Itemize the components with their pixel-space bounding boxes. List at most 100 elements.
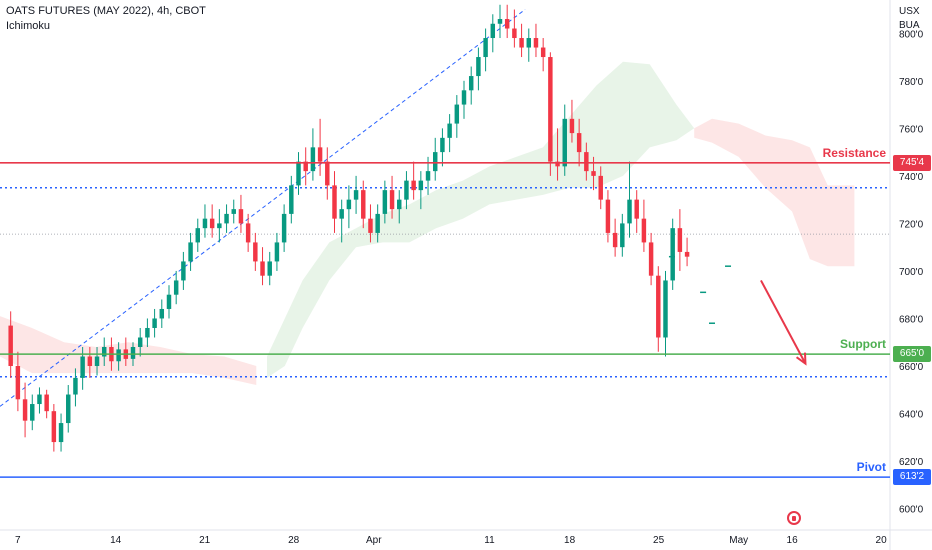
candle-body bbox=[591, 171, 596, 176]
candle-body bbox=[677, 228, 683, 252]
indicator-label[interactable]: Ichimoku bbox=[6, 20, 51, 32]
support-label: Support bbox=[840, 337, 886, 352]
candle bbox=[137, 327, 143, 357]
candle bbox=[627, 161, 632, 238]
candle bbox=[238, 194, 244, 233]
candle bbox=[562, 104, 567, 176]
candle bbox=[281, 204, 287, 252]
candle-body bbox=[224, 213, 229, 224]
candle bbox=[30, 394, 35, 431]
candle bbox=[332, 171, 337, 233]
candle bbox=[267, 251, 272, 286]
candle bbox=[22, 382, 28, 438]
y-tick-label: 700'0 bbox=[899, 267, 924, 278]
resistance-label: Resistance bbox=[822, 145, 886, 160]
x-tick-label: 18 bbox=[564, 535, 576, 546]
candle bbox=[217, 209, 222, 243]
candle bbox=[656, 266, 661, 352]
candle-body bbox=[432, 152, 438, 172]
candle bbox=[8, 311, 13, 378]
forecast-arrow bbox=[760, 279, 807, 365]
candle bbox=[173, 270, 179, 305]
candle-body bbox=[30, 404, 35, 421]
x-tick-label: 16 bbox=[787, 535, 799, 546]
candle bbox=[224, 204, 229, 233]
candle-body bbox=[22, 399, 28, 421]
candle-body bbox=[317, 147, 323, 162]
candle bbox=[670, 218, 675, 290]
candle bbox=[389, 175, 395, 219]
candle bbox=[73, 368, 78, 407]
candle-body bbox=[526, 38, 532, 48]
candle-body bbox=[267, 261, 272, 276]
candle bbox=[397, 190, 402, 224]
candle-body bbox=[519, 38, 524, 48]
candle bbox=[576, 118, 582, 167]
candle bbox=[404, 171, 409, 210]
support-price-tag: 665'0 bbox=[893, 346, 931, 363]
candle bbox=[605, 190, 611, 243]
candle-body bbox=[476, 57, 481, 77]
candle-body bbox=[612, 232, 618, 248]
candle bbox=[411, 161, 416, 200]
candle-body bbox=[397, 199, 402, 210]
candle-body bbox=[569, 118, 575, 134]
candle bbox=[58, 413, 64, 452]
candle-body bbox=[73, 377, 78, 395]
candle-body bbox=[260, 261, 265, 276]
candle-body bbox=[468, 76, 474, 91]
unit-label: BUA bbox=[899, 20, 920, 31]
chart-title: OATS FUTURES (MAY 2022), 4h, CBOT bbox=[6, 5, 206, 17]
candle bbox=[166, 285, 172, 319]
candle-body bbox=[231, 209, 236, 214]
y-tick-label: 800'0 bbox=[899, 29, 924, 40]
candle bbox=[274, 232, 280, 271]
candle bbox=[15, 351, 21, 412]
candle-body bbox=[461, 90, 467, 105]
candle-body bbox=[303, 161, 308, 172]
x-tick-label: 7 bbox=[15, 535, 21, 546]
candle bbox=[116, 342, 121, 371]
candle bbox=[188, 232, 193, 271]
candle bbox=[432, 137, 438, 181]
candle-body bbox=[296, 161, 301, 186]
candle-body bbox=[332, 185, 337, 219]
candle-body bbox=[497, 19, 503, 24]
candle-body bbox=[80, 356, 85, 378]
candle-body bbox=[375, 213, 380, 233]
candle bbox=[569, 99, 575, 143]
candle bbox=[476, 47, 481, 91]
candle-body bbox=[389, 190, 395, 210]
candle-body bbox=[15, 366, 21, 400]
candle-body bbox=[627, 199, 632, 224]
candle bbox=[66, 385, 71, 433]
candle-body bbox=[116, 349, 121, 362]
y-tick-label: 780'0 bbox=[899, 77, 924, 88]
candle-body bbox=[368, 218, 373, 233]
candle bbox=[677, 209, 683, 271]
candle-body bbox=[44, 394, 49, 412]
candle bbox=[152, 308, 157, 338]
candle bbox=[548, 52, 553, 176]
candle bbox=[584, 142, 589, 181]
ichimoku-cloud-bull bbox=[267, 61, 695, 378]
candle-body bbox=[145, 327, 150, 338]
candle bbox=[209, 204, 215, 238]
candle bbox=[195, 218, 201, 252]
candle-body bbox=[562, 118, 567, 167]
candle bbox=[612, 218, 618, 257]
candle bbox=[181, 251, 186, 290]
candle-body bbox=[195, 228, 201, 243]
candle bbox=[368, 204, 373, 243]
candle-body bbox=[548, 57, 553, 162]
candle bbox=[51, 404, 57, 452]
candle bbox=[447, 114, 452, 153]
trend-line bbox=[0, 9, 526, 407]
candle bbox=[620, 213, 625, 257]
alert-icon[interactable] bbox=[787, 511, 801, 525]
candle-body bbox=[634, 199, 639, 219]
candle bbox=[353, 175, 359, 214]
candle bbox=[418, 171, 424, 210]
